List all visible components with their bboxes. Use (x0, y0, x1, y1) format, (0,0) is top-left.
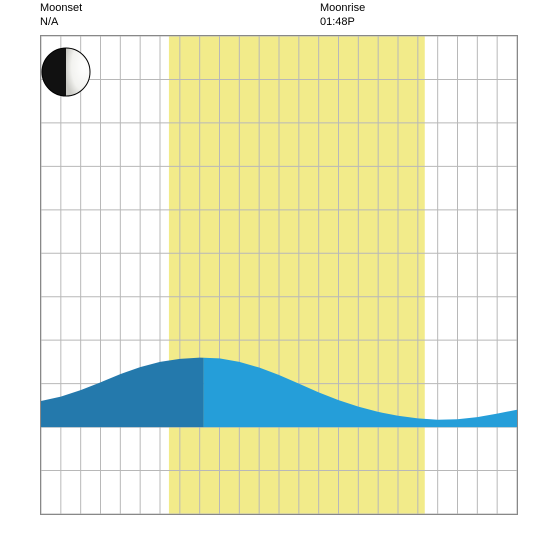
y-tick-label: 4 (517, 247, 518, 259)
x-tick-label: 8a (194, 514, 206, 515)
y-tick-label: 5 (517, 204, 518, 216)
x-tick-label: 10 (233, 514, 245, 515)
moonrise-header: Moonrise 01:48P (320, 2, 365, 30)
moonrise-label: Moonrise (320, 2, 365, 16)
y-tick-label: 3 (517, 291, 518, 303)
y-tick-label: 9 (517, 35, 518, 42)
x-tick-label: 2p (313, 514, 325, 515)
moonrise-value: 01:48P (320, 16, 365, 30)
moonset-label: Moonset (40, 2, 82, 16)
x-tick-label: 7a (174, 514, 186, 515)
x-tick-label: 4a (114, 514, 126, 515)
y-tick-label: 1 (517, 378, 518, 390)
x-tick-label: 3a (94, 514, 106, 515)
x-tick-label: 6p (392, 514, 404, 515)
x-tick-label: 10 (471, 514, 483, 515)
y-tick-label: 0 (517, 421, 518, 433)
y-tick-label: -2 (517, 508, 518, 515)
x-tick-label: 8p (432, 514, 444, 515)
y-tick-label: 7 (517, 117, 518, 129)
y-tick-label: -1 (517, 465, 518, 477)
plot-area: -2-101234567891a2a3a4a5a6a7a8a9a1011121p… (40, 35, 518, 515)
x-tick-label: 5a (134, 514, 146, 515)
x-tick-label: 2a (75, 514, 87, 515)
y-tick-label: 2 (517, 334, 518, 346)
x-tick-label: 6a (154, 514, 166, 515)
x-tick-label: 1a (55, 514, 67, 515)
x-tick-label: 11 (253, 514, 264, 515)
y-tick-label: 6 (517, 160, 518, 172)
x-tick-label: 7p (412, 514, 424, 515)
x-tick-label: 4p (352, 514, 364, 515)
tide-moon-chart: { "header": { "moonset_label": "Moonset"… (0, 0, 550, 550)
moonset-value: N/A (40, 16, 82, 30)
x-tick-label: 9a (213, 514, 225, 515)
x-tick-label: 9p (451, 514, 463, 515)
x-tick-label: 12 (273, 514, 285, 515)
x-tick-label: 1p (293, 514, 305, 515)
x-tick-label: 11 (491, 514, 502, 515)
plot-svg (41, 36, 517, 514)
y-tick-label: 8 (517, 73, 518, 85)
moonset-header: Moonset N/A (40, 2, 82, 30)
x-tick-label: 3p (332, 514, 344, 515)
moon-phase-icon (40, 46, 92, 98)
x-tick-label: 5p (372, 514, 384, 515)
